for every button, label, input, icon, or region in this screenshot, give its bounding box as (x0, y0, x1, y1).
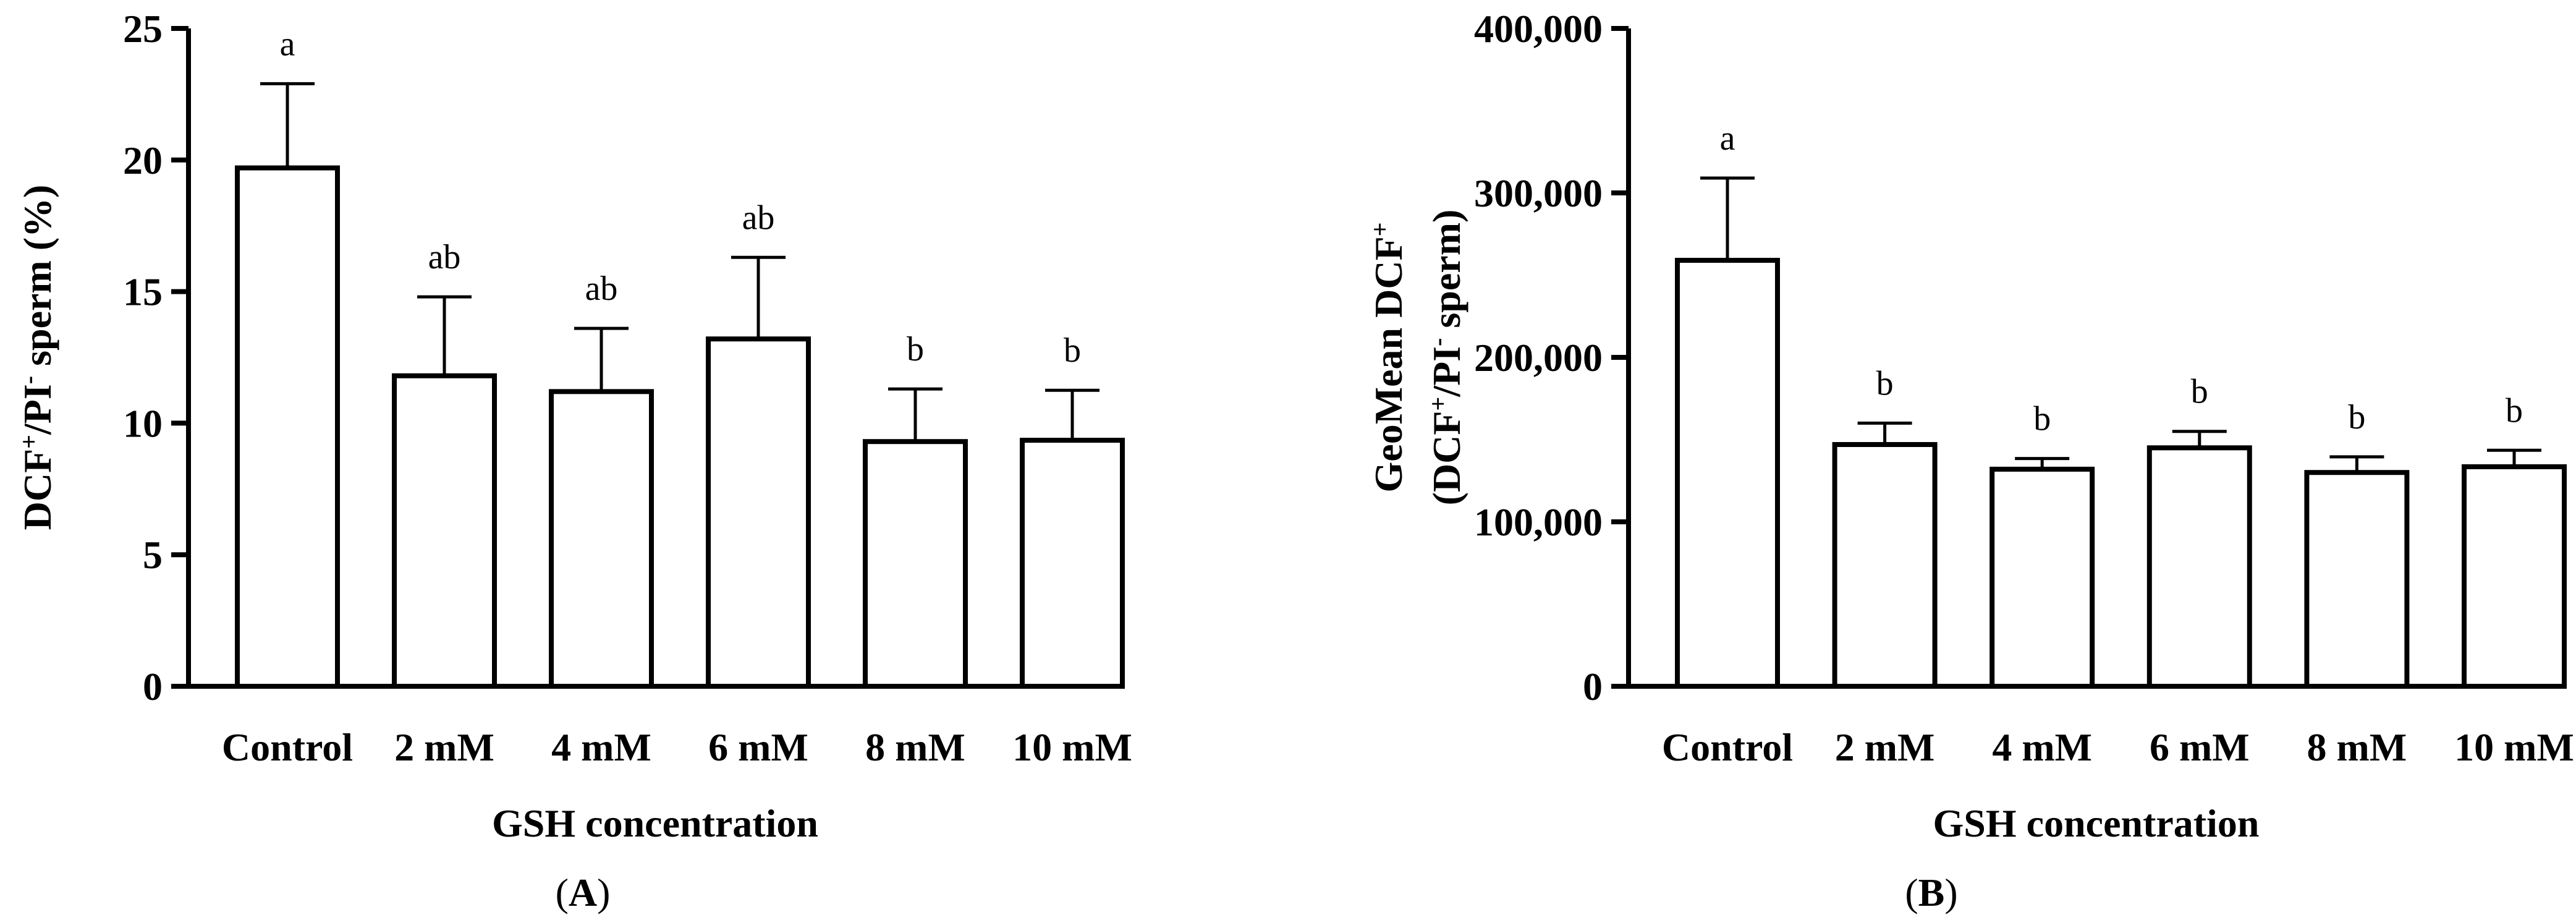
y-axis-label-b-line1: GeoMean DCF+ (1366, 223, 1411, 493)
bar (706, 336, 811, 689)
y-tick-label: 300,000 (1474, 171, 1603, 215)
x-category-label: 6 mM (2150, 725, 2250, 769)
significance-labels-b: a b b b b b (1720, 119, 2523, 438)
y-label-end-a: sperm (%) (15, 185, 59, 376)
chart-panel-b: a b b b b b 0 100,000 200,000 300,000 400,000 Con… (1366, 7, 2574, 914)
x-category-label: 10 mM (2454, 725, 2574, 769)
y-tick-label: 0 (1583, 665, 1603, 709)
y-label-main-a: DCF (15, 449, 59, 530)
significance-label: a (280, 25, 295, 63)
bar (1832, 441, 1938, 689)
x-category-label: 4 mM (551, 725, 651, 769)
x-category-label: 6 mM (708, 725, 808, 769)
bar (2304, 470, 2410, 689)
y-tick-label: 5 (143, 533, 163, 577)
x-category-label: Control (222, 725, 353, 769)
significance-label: b (2348, 398, 2365, 437)
bar (392, 373, 497, 689)
significance-label: ab (742, 198, 775, 237)
bars-b (1675, 258, 2567, 689)
y-tick-label: 10 (123, 401, 163, 445)
error-bars-b (1700, 176, 2541, 473)
bar (1989, 466, 2095, 689)
y-tick-label: 100,000 (1474, 500, 1603, 544)
x-categories-a: Control 2 mM 4 mM 6 mM 8 mM 10 mM (222, 725, 1132, 769)
significance-label: b (2191, 373, 2208, 411)
x-category-label: 2 mM (394, 725, 494, 769)
panel-label-a: (A) (556, 871, 611, 914)
y-ticks-a: 0 5 10 15 20 25 (123, 7, 189, 709)
significance-label: b (1876, 364, 1894, 402)
significance-label: a (1720, 119, 1735, 158)
significance-label: b (907, 330, 924, 368)
y-tick-label: 15 (123, 270, 163, 314)
bar (1020, 438, 1125, 689)
x-categories-b: Control 2 mM 4 mM 6 mM 8 mM 10 mM (1662, 725, 2574, 769)
x-category-label: 8 mM (865, 725, 965, 769)
significance-label: ab (428, 238, 461, 276)
y-label-sup1-a: + (15, 435, 43, 449)
y-axis-label-b: GeoMean DCF+ (DCF+/PI- sperm) (1366, 210, 1469, 506)
x-category-label: 8 mM (2307, 725, 2407, 769)
y-axis-label-b-line2: (DCF+/PI- sperm) (1424, 210, 1469, 506)
x-axis-label-a: GSH concentration (492, 801, 818, 845)
y-axis-label-a: DCF+/PI- sperm (%) (15, 185, 60, 530)
bar (863, 439, 968, 689)
bar (549, 389, 654, 689)
x-axis-label-b: GSH concentration (1933, 801, 2260, 845)
significance-label: b (2506, 391, 2523, 430)
y-tick-label: 200,000 (1474, 336, 1603, 380)
error-bars-a (260, 82, 1099, 442)
x-category-label: 4 mM (1992, 725, 2092, 769)
bars-a (235, 165, 1125, 689)
bar (1675, 258, 1780, 689)
y-label-sup2-a: - (15, 376, 43, 384)
significance-label: ab (585, 270, 618, 308)
significance-label: b (1064, 331, 1081, 370)
y-label-mid-a: /PI (15, 384, 59, 435)
x-category-label: 2 mM (1835, 725, 1935, 769)
significance-labels-a: a ab ab ab b b (280, 25, 1081, 370)
bar (2146, 445, 2252, 689)
significance-label: b (2033, 400, 2051, 438)
y-tick-label: 20 (123, 138, 163, 182)
x-category-label: 10 mM (1012, 725, 1132, 769)
y-tick-label: 25 (123, 7, 163, 51)
panel-label-b: (B) (1905, 871, 1957, 914)
y-tick-label: 400,000 (1474, 7, 1603, 51)
bar (2462, 464, 2567, 689)
bar (235, 165, 340, 689)
y-ticks-b: 0 100,000 200,000 300,000 400,000 (1474, 7, 1629, 709)
x-category-label: Control (1662, 725, 1793, 769)
chart-panel-a: a ab ab ab b b 0 5 10 15 20 25 Control 2 mM 4 mM 6 mM… (15, 7, 1132, 914)
y-tick-label: 0 (143, 665, 163, 709)
